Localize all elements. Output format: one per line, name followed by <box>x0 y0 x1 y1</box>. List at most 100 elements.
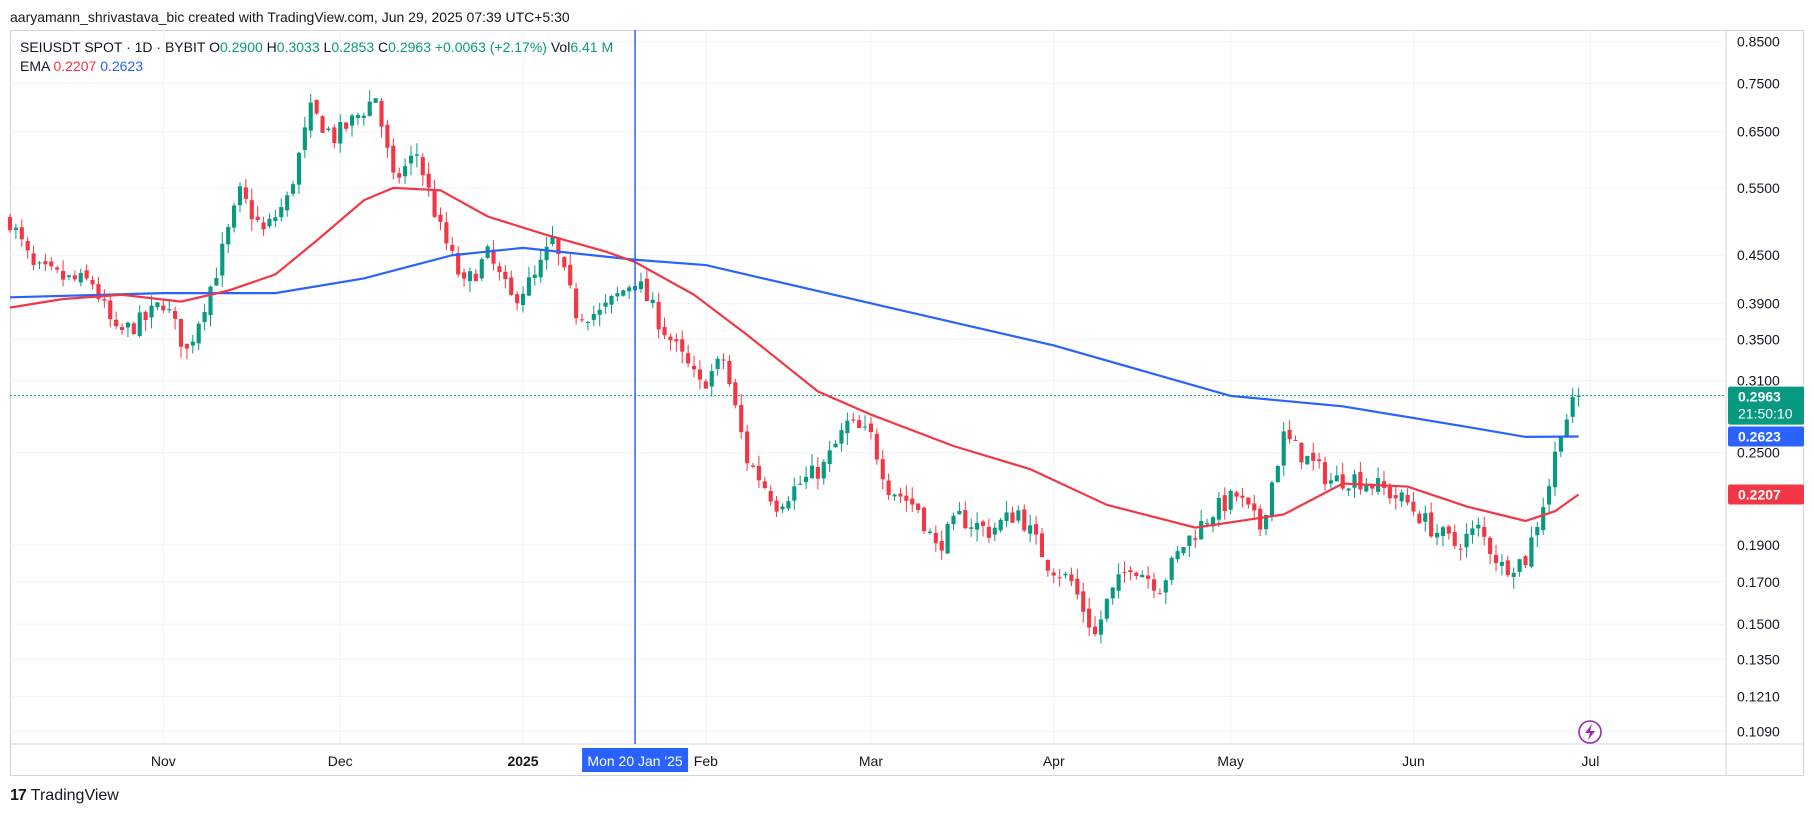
candle-body <box>609 295 614 305</box>
candle-body <box>975 523 980 530</box>
candle-body <box>373 98 378 103</box>
price-tick-label: 0.2500 <box>1737 445 1780 461</box>
candle-body <box>809 465 815 479</box>
candle-body <box>1258 508 1263 530</box>
candle-body <box>450 245 455 251</box>
candle-body <box>1210 517 1216 527</box>
candle-body <box>532 274 537 278</box>
candle-body <box>491 249 496 264</box>
candle-body <box>927 531 932 533</box>
tradingview-logo[interactable]: 17 TradingView <box>10 787 119 805</box>
candle-body <box>1411 501 1416 512</box>
candle-body <box>1417 513 1422 524</box>
candle-body <box>827 450 832 465</box>
ema-slow-badge: 0.2623 <box>1728 426 1804 447</box>
candle-body <box>78 273 83 283</box>
candle-body <box>114 319 119 327</box>
ema-row[interactable]: EMA 0.2207 0.2623 <box>20 57 613 76</box>
candle-body <box>403 166 408 177</box>
candle-body <box>232 205 237 228</box>
candle-body <box>414 154 419 156</box>
candle-body <box>1299 442 1304 463</box>
price-tick-label: 0.1900 <box>1737 537 1780 553</box>
candle-body <box>780 506 785 510</box>
ema-slow-legend-value: 0.2623 <box>100 58 144 74</box>
candle-body <box>1476 524 1481 529</box>
candle-body <box>226 226 231 245</box>
candle-body <box>243 187 248 199</box>
candle-body <box>963 510 968 529</box>
candle-body <box>904 495 909 501</box>
candle-body <box>1075 578 1080 595</box>
candle-body <box>1547 486 1552 505</box>
candle-body <box>1464 533 1469 548</box>
candle-body <box>349 115 355 126</box>
candle-body <box>1541 507 1546 530</box>
candle-body <box>267 218 272 227</box>
candle-body <box>1275 465 1280 483</box>
candle-body <box>379 100 384 127</box>
price-tick-label: 0.1700 <box>1737 574 1780 590</box>
flash-icon[interactable] <box>1578 720 1602 744</box>
time-tick-label: Feb <box>694 753 718 769</box>
candle-body <box>214 278 219 286</box>
candle-body <box>102 299 107 301</box>
candle-body <box>733 382 738 406</box>
candle-body <box>1181 547 1186 554</box>
candle-body <box>886 480 891 496</box>
candle-body <box>656 301 661 330</box>
candle-body <box>1151 579 1157 591</box>
candle-body <box>196 323 201 344</box>
candle-body <box>397 173 402 178</box>
candle-body <box>1358 472 1363 490</box>
candle-body <box>1116 574 1121 591</box>
candle-body <box>173 310 178 319</box>
candle-body <box>1045 559 1050 571</box>
last-price-value: 0.2963 <box>1738 389 1781 405</box>
candle-body <box>957 510 962 515</box>
candle-body <box>721 359 726 361</box>
volume-label: Vol <box>550 39 571 55</box>
candle-body <box>750 465 756 467</box>
time-tick-label: Dec <box>328 753 353 769</box>
candle-body <box>1570 397 1575 417</box>
close-value: 0.2963 <box>388 39 431 55</box>
candle-body <box>574 288 579 319</box>
candle-body <box>444 222 449 244</box>
symbol-label[interactable]: SEIUSDT SPOT · 1D · BYBIT <box>20 39 206 55</box>
candle-body <box>1370 484 1375 489</box>
candle-body <box>332 127 337 144</box>
candle-body <box>1293 439 1298 441</box>
candle-body <box>361 115 366 118</box>
candle-body <box>1016 510 1021 521</box>
candle-body <box>237 186 243 206</box>
candle-body <box>556 238 561 255</box>
price-tick-label: 0.1350 <box>1737 652 1780 668</box>
time-axis[interactable]: Nov Dec 2025 Feb Mar Apr May Jun Jul <box>151 753 1599 769</box>
candle-body <box>1134 572 1139 577</box>
candle-body <box>1169 557 1174 580</box>
candle-body <box>916 503 921 510</box>
candle-body <box>1157 593 1162 595</box>
candle-body <box>1033 524 1039 535</box>
candle-body <box>603 302 608 307</box>
candle-body <box>296 152 302 185</box>
candle-body <box>1246 497 1251 505</box>
candle-body <box>1092 626 1098 635</box>
candle-body <box>1063 573 1068 576</box>
change-value: +0.0063 (+2.17%) <box>434 39 547 55</box>
candle-body <box>1576 395 1581 397</box>
candle-body <box>1004 512 1009 521</box>
candle-body <box>456 252 461 275</box>
candle-body <box>326 128 331 130</box>
candle-body <box>874 433 879 460</box>
candle-body <box>1281 431 1286 466</box>
candle-body <box>762 481 767 488</box>
candle-body <box>1423 513 1428 522</box>
price-axis[interactable]: 0.8500 0.7500 0.6500 0.5500 0.4500 0.3900 0.35… <box>1737 34 1780 740</box>
candle-body <box>585 322 590 324</box>
candle-body <box>119 327 125 330</box>
candle-body <box>1393 495 1398 499</box>
candle-body <box>167 309 172 311</box>
